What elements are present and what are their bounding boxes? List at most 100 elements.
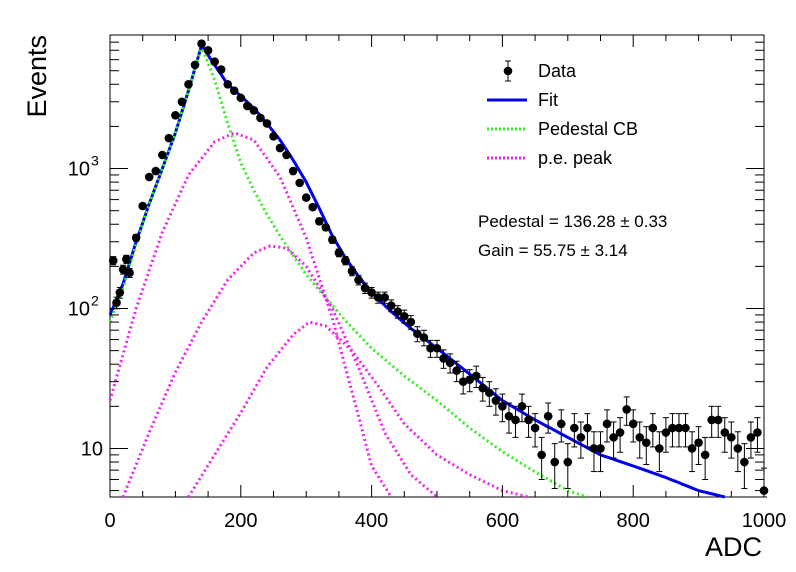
data-point	[550, 443, 560, 490]
data-point	[367, 286, 376, 299]
x-tick-label: 0	[104, 510, 115, 532]
data-point	[177, 97, 187, 107]
data-point	[687, 431, 697, 473]
data-point	[118, 264, 128, 275]
legend-label: Fit	[538, 90, 558, 110]
y-tick-label: 10	[68, 299, 90, 321]
data-point	[115, 286, 125, 299]
data-point	[511, 405, 520, 438]
data-point	[740, 443, 749, 490]
data-point	[256, 113, 265, 123]
x-tick-label: 1000	[742, 510, 787, 532]
data-point	[589, 431, 599, 473]
series-p-e-peak-2	[108, 131, 393, 498]
data-point	[301, 193, 311, 202]
y-tick-exponent: 2	[91, 293, 99, 309]
data-point	[197, 39, 206, 48]
data-point	[504, 402, 514, 434]
curves	[108, 41, 726, 499]
data-point	[471, 365, 481, 389]
data-point	[537, 436, 546, 481]
data-point	[354, 274, 363, 286]
y-axis-title: Events	[22, 35, 52, 118]
data-point	[125, 267, 134, 278]
data-point	[393, 305, 403, 319]
data-point	[641, 426, 651, 465]
data-point	[524, 405, 533, 438]
data-point	[570, 413, 579, 448]
data-point	[753, 417, 762, 453]
data-point	[485, 381, 494, 407]
data-point	[341, 256, 350, 266]
legend-label: Pedestal CB	[538, 119, 638, 139]
data-point	[122, 254, 131, 264]
data-point	[720, 417, 730, 453]
y-tick-exponent: 3	[91, 153, 99, 169]
data-point	[681, 413, 690, 448]
data-point	[243, 101, 252, 111]
data-point	[334, 248, 344, 258]
data-point	[210, 57, 219, 67]
legend-entry: Data	[503, 60, 577, 82]
legend-label: Data	[538, 61, 577, 81]
data-point	[360, 282, 370, 294]
data-point	[164, 133, 174, 143]
data-point	[288, 166, 298, 176]
x-axis: 0 200 400 600 800 1000	[104, 35, 786, 532]
data-point	[583, 413, 592, 448]
data-point	[674, 413, 684, 448]
data-point	[452, 360, 461, 383]
series-fit-0	[108, 41, 726, 499]
data-point	[713, 405, 723, 438]
data-point	[282, 150, 291, 160]
legend-entry: p.e. peak	[487, 148, 613, 168]
data-point	[707, 405, 716, 438]
data-point	[615, 417, 625, 453]
data-point	[262, 119, 272, 128]
data-point	[458, 370, 468, 395]
data-point	[184, 79, 193, 89]
data-point	[628, 409, 638, 443]
data-point	[347, 266, 357, 277]
legend-label: p.e. peak	[538, 148, 613, 168]
data-point	[144, 172, 154, 182]
pedestal-annotation: Pedestal = 136.28 ± 0.33	[478, 212, 667, 231]
data-point	[400, 309, 409, 324]
data-point	[216, 65, 226, 74]
data-point	[655, 431, 664, 473]
data-point	[321, 223, 331, 232]
data-point	[295, 178, 304, 188]
data-point	[406, 315, 416, 330]
x-tick-label: 800	[617, 510, 650, 532]
data-point	[733, 431, 743, 473]
data-point	[229, 86, 239, 95]
x-tick-label: 600	[486, 510, 519, 532]
legend-entry: Pedestal CB	[487, 119, 638, 139]
data-point	[445, 353, 455, 374]
data-point	[498, 393, 507, 423]
data-point	[158, 150, 167, 160]
data-point	[151, 166, 161, 176]
data-point	[648, 413, 658, 448]
data-point	[138, 201, 147, 211]
y-tick-label: 10	[68, 159, 90, 181]
data-point	[308, 202, 318, 212]
data-point	[465, 369, 475, 393]
data-point	[727, 421, 736, 459]
data-point	[190, 60, 200, 70]
series-p-e-peak-3	[121, 244, 438, 499]
data-point	[439, 349, 448, 369]
data-point	[635, 421, 645, 459]
data-point	[543, 402, 553, 434]
data-point	[556, 409, 566, 443]
data-point	[478, 376, 488, 402]
data-point	[373, 291, 383, 304]
data-point	[171, 111, 180, 120]
data-point	[530, 413, 540, 448]
data-point	[413, 326, 422, 343]
data-point	[223, 79, 233, 89]
x-axis-title: ADC	[705, 532, 762, 562]
data-point	[609, 421, 618, 459]
